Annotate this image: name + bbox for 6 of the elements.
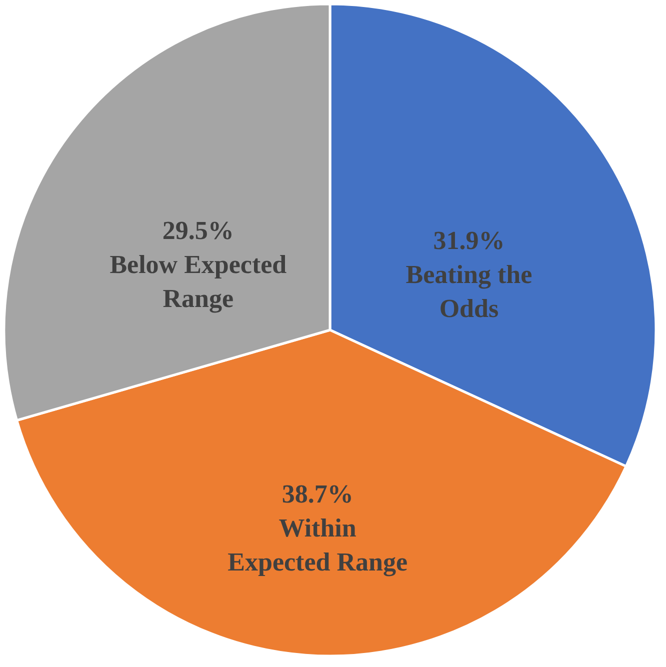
data-label: 29.5%	[162, 216, 234, 245]
slice-label: Below Expected Range	[110, 250, 288, 313]
data-label: 31.9%	[433, 226, 505, 256]
slice-label: Within Expected Range	[228, 514, 408, 577]
data-label: 38.7%	[282, 480, 354, 509]
slice-label: Beating the Odds	[406, 260, 532, 324]
